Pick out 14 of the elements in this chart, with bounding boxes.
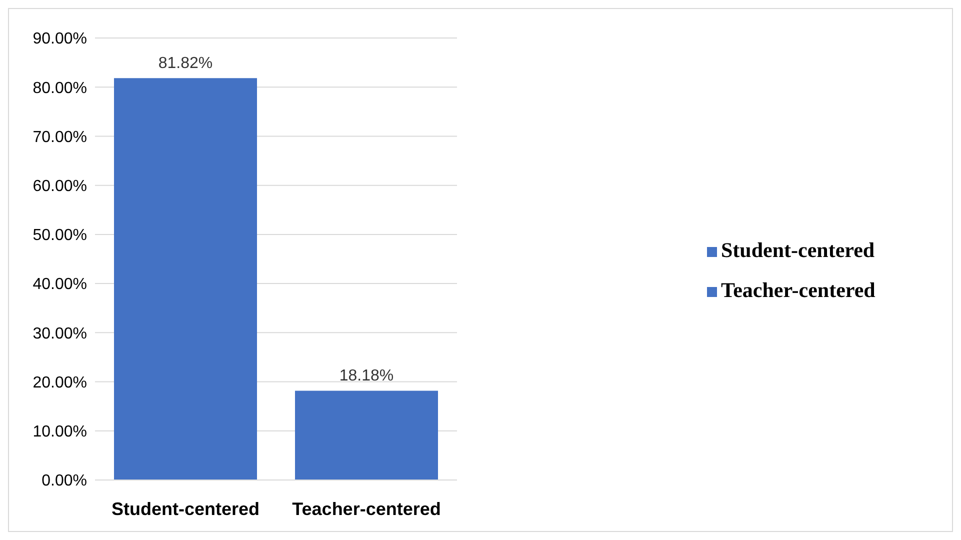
y-tick-label: 60.00% — [32, 178, 87, 196]
y-tick-label: 30.00% — [32, 325, 87, 342]
legend-label: Teacher-centered — [721, 278, 876, 302]
y-tick-label: 20.00% — [32, 374, 87, 392]
y-tick-label: 80.00% — [32, 80, 87, 97]
y-tick-label: 40.00% — [32, 276, 87, 294]
data-label: 18.18% — [339, 368, 394, 385]
y-tick-label: 90.00% — [32, 30, 87, 48]
y-tick-label: 10.00% — [32, 424, 87, 441]
y-tick-label: 0.00% — [42, 472, 87, 490]
y-tick-label: 70.00% — [32, 128, 87, 146]
data-label: 81.82% — [158, 55, 213, 72]
legend-label: Student-centered — [721, 238, 875, 262]
y-tick-label: 50.00% — [32, 227, 87, 244]
